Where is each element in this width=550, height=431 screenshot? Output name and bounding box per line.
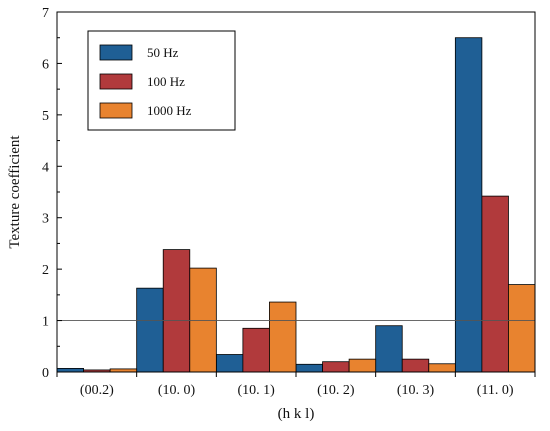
x-tick-label: (10. 1): [238, 383, 276, 398]
y-tick-label: 1: [42, 315, 49, 330]
bar-2-4: [322, 361, 350, 373]
y-tick-label: 3: [42, 212, 49, 227]
legend-swatch: [99, 73, 133, 90]
bar-1-4: [295, 363, 323, 373]
bar-1-5: [375, 325, 403, 373]
bar-2-2: [162, 249, 191, 373]
y-ticks-layer: 0 1 2 3 4 5 6 7: [42, 6, 62, 381]
bar-2-3: [242, 327, 270, 373]
x-tick-label: (10. 2): [317, 383, 355, 398]
bar-1-1: [56, 367, 84, 373]
legend-label: 1000 Hz: [147, 103, 192, 118]
bar-3-5: [428, 363, 456, 373]
y-tick-label: 2: [42, 263, 49, 278]
legend-label: 50 Hz: [147, 45, 179, 60]
bar-3-2: [189, 267, 217, 373]
legend-swatch: [99, 44, 133, 61]
bar-2-6: [481, 195, 509, 373]
x-ticks-layer: (00.2) (10. 0) (10. 1) (10. 2) (10. 3) (11. 0…: [56, 372, 536, 398]
y-tick-label: 6: [42, 57, 49, 72]
legend: 50 Hz 100 Hz 1000 Hz: [87, 30, 236, 131]
x-axis-title: (h k l): [278, 406, 315, 422]
bar-3-4: [348, 358, 377, 373]
bars-layer: [56, 37, 536, 373]
bar-1-6: [454, 37, 483, 373]
y-axis-title: Texture coefficient: [7, 135, 23, 249]
legend-swatch: [99, 102, 133, 119]
y-tick-label: 5: [42, 109, 49, 124]
x-tick-label: (11. 0): [477, 383, 514, 398]
bar-1-2: [136, 287, 164, 373]
y-tick-label: 4: [42, 160, 49, 175]
y-tick-label: 7: [42, 6, 49, 21]
bar-3-6: [508, 284, 536, 373]
bar-1-3: [215, 354, 244, 373]
bar-2-5: [401, 358, 430, 373]
x-tick-label: (10. 3): [397, 383, 435, 398]
y-tick-label: 0: [42, 366, 49, 381]
bar-3-3: [269, 301, 297, 373]
legend-label: 100 Hz: [147, 74, 185, 89]
x-tick-label: (00.2): [80, 383, 114, 398]
x-tick-label: (10. 0): [158, 383, 196, 398]
